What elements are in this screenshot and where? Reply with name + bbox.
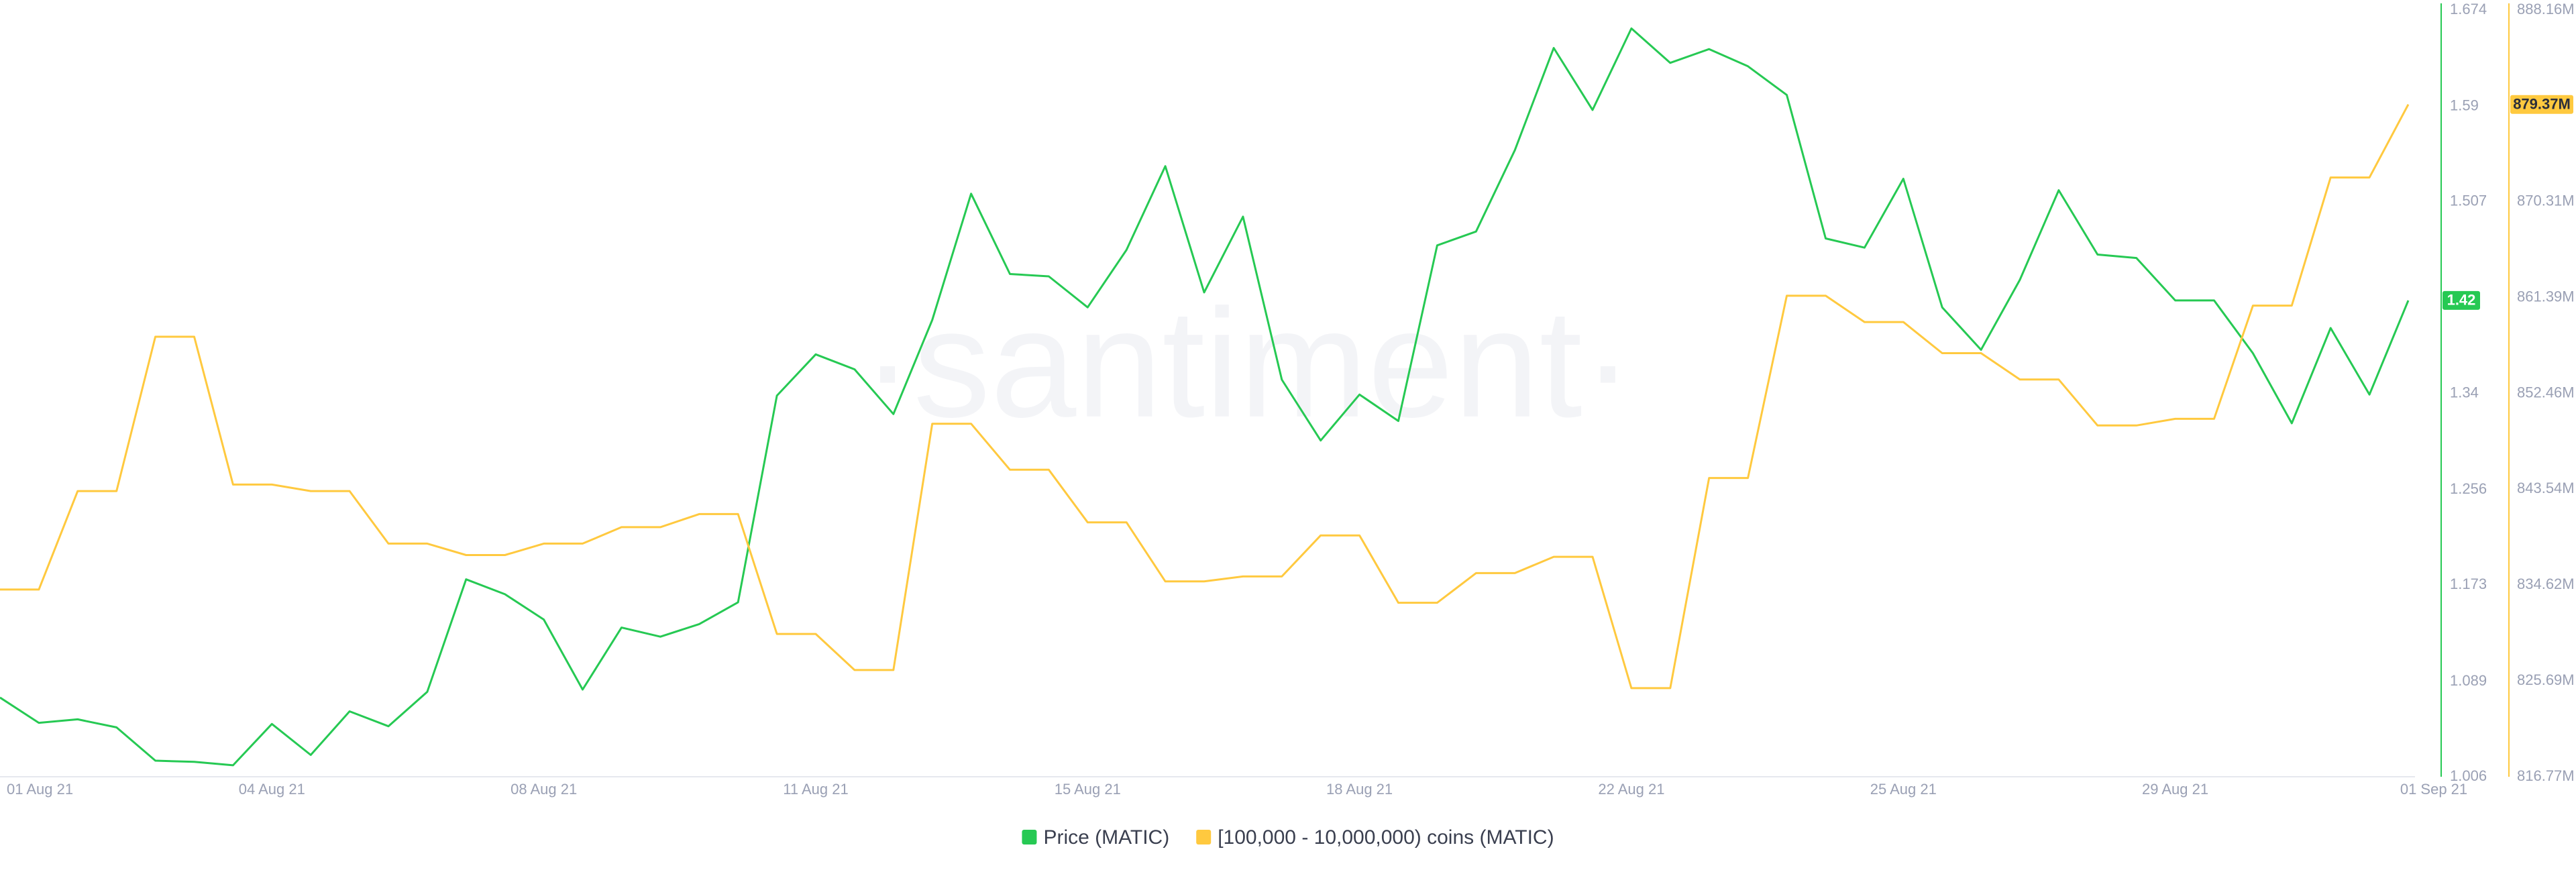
x-tick-label: 25 Aug 21 — [1870, 781, 1937, 798]
legend-label: Price (MATIC) — [1043, 826, 1169, 849]
watermark: ·santiment· — [862, 277, 1633, 449]
y-tick-label: 1.256 — [2450, 480, 2487, 497]
y2-tick-label: 834.62M — [2517, 576, 2575, 592]
y-tick-label: 1.34 — [2450, 384, 2479, 400]
y-tick-label: 1.59 — [2450, 97, 2479, 114]
legend-label: [100,000 - 10,000,000) coins (MATIC) — [1218, 826, 1554, 849]
y-tick-label: 1.674 — [2450, 1, 2487, 17]
last-value-badge — [2443, 290, 2480, 310]
y2-tick-label: 816.77M — [2517, 767, 2575, 784]
last-value-label: 879.37M — [2513, 96, 2571, 113]
x-tick-label: 04 Aug 21 — [239, 781, 305, 798]
y-tick-label: 1.006 — [2450, 767, 2487, 784]
x-tick-label: 08 Aug 21 — [511, 781, 577, 798]
x-tick-label: 15 Aug 21 — [1055, 781, 1121, 798]
x-tick-label: 22 Aug 21 — [1598, 781, 1664, 798]
y2-tick-label: 870.31M — [2517, 193, 2575, 209]
series-line — [0, 103, 2410, 690]
y-tick-label: 1.089 — [2450, 672, 2487, 689]
last-value-label: 1.42 — [2447, 292, 2476, 309]
y2-tick-label: 888.16M — [2517, 1, 2575, 17]
x-tick-label: 01 Aug 21 — [7, 781, 73, 798]
x-tick-label: 18 Aug 21 — [1326, 781, 1393, 798]
y2-tick-label: 852.46M — [2517, 384, 2575, 400]
y2-tick-label: 861.39M — [2517, 288, 2575, 305]
x-tick-label: 01 Sep 21 — [2400, 781, 2467, 798]
legend-swatch — [1022, 830, 1037, 844]
y2-tick-label: 825.69M — [2517, 671, 2575, 688]
y-tick-label: 1.507 — [2450, 193, 2487, 209]
x-tick-label: 11 Aug 21 — [783, 781, 848, 798]
last-value-badge — [2510, 95, 2573, 114]
series-line — [0, 27, 2410, 767]
x-tick-label: 29 Aug 21 — [2142, 781, 2208, 798]
y2-tick-label: 843.54M — [2517, 480, 2575, 496]
legend-swatch — [1196, 830, 1212, 844]
y-tick-label: 1.173 — [2450, 576, 2487, 592]
